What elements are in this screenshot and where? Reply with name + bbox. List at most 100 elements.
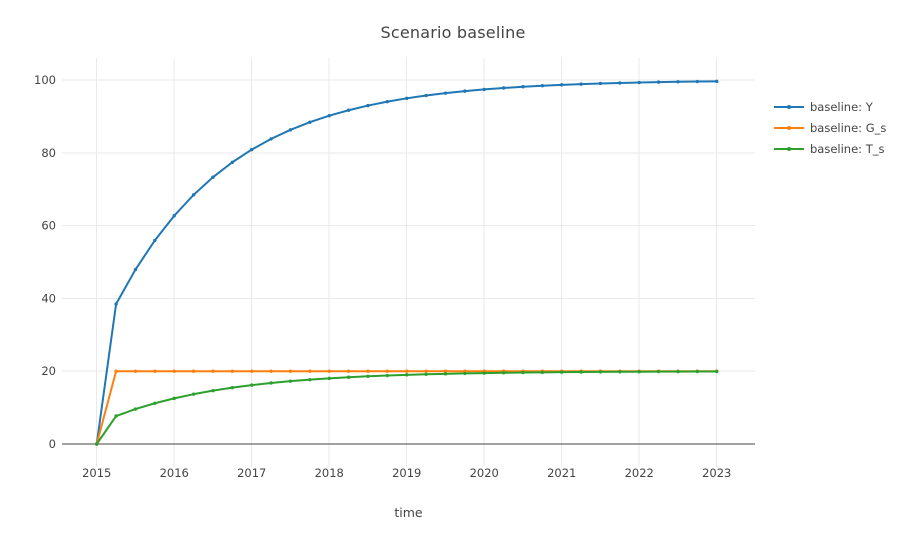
data-point-marker <box>308 377 312 382</box>
data-point-marker <box>695 79 700 84</box>
data-point-marker <box>385 99 390 104</box>
data-point-marker <box>308 120 312 124</box>
data-point-marker <box>211 388 215 393</box>
data-point-marker <box>172 214 176 218</box>
data-point-marker <box>424 93 428 98</box>
data-point-marker <box>521 85 525 89</box>
data-point-marker <box>269 137 273 141</box>
data-point-marker <box>288 369 293 373</box>
data-point-marker <box>133 267 138 272</box>
x-tick-label: 2016 <box>160 466 189 480</box>
data-point-marker <box>211 175 215 179</box>
x-tick-label: 2015 <box>82 466 111 480</box>
data-point-marker <box>191 369 196 373</box>
x-axis-title: time <box>394 505 423 520</box>
data-point-marker <box>598 81 603 86</box>
data-point-marker <box>191 392 196 396</box>
x-tick-label: 2020 <box>470 466 499 480</box>
x-tick-label: 2023 <box>702 466 731 480</box>
legend-label: baseline: T_s <box>810 141 885 156</box>
data-point-marker <box>385 369 390 373</box>
chart-title: Scenario baseline <box>380 23 526 42</box>
data-point-marker <box>153 238 157 243</box>
data-point-marker <box>501 86 506 90</box>
data-point-marker <box>579 370 583 374</box>
data-point-marker <box>560 370 564 374</box>
data-point-marker <box>637 80 641 85</box>
legend-line-sample-icon <box>774 146 804 151</box>
data-point-marker <box>463 89 467 93</box>
data-point-marker <box>114 414 118 418</box>
data-point-marker <box>153 401 157 405</box>
data-point-marker <box>346 108 351 112</box>
data-point-marker <box>656 80 661 84</box>
legend-item-baseline-y[interactable]: baseline: Y <box>773 96 886 117</box>
data-point-marker <box>501 371 506 375</box>
legend-item-baseline-g-s[interactable]: baseline: G_s <box>773 117 886 138</box>
data-point-marker <box>424 369 428 373</box>
data-point-marker <box>230 160 235 164</box>
data-point-marker <box>114 369 118 373</box>
data-point-marker <box>172 396 176 401</box>
data-point-marker <box>153 369 157 373</box>
data-point-marker <box>366 369 370 373</box>
data-point-marker <box>676 80 680 84</box>
data-point-marker <box>385 373 390 378</box>
data-point-marker <box>715 369 719 374</box>
data-point-marker <box>230 385 235 390</box>
data-point-marker <box>463 371 467 376</box>
data-point-marker <box>308 369 312 373</box>
y-tick-label: 0 <box>49 437 56 451</box>
data-point-marker <box>540 370 545 375</box>
data-point-marker <box>598 370 603 374</box>
legend-label: baseline: G_s <box>810 120 887 135</box>
data-point-marker <box>250 383 254 387</box>
legend: baseline: Y baseline: G_s baseline: T_s <box>773 96 886 159</box>
data-point-marker <box>172 369 176 373</box>
data-point-marker <box>250 147 254 152</box>
data-point-marker <box>366 103 370 108</box>
data-point-marker <box>676 369 680 374</box>
legend-line-sample-icon <box>774 125 804 130</box>
data-point-marker <box>482 371 486 375</box>
data-point-marker <box>579 82 583 86</box>
x-tick-label: 2022 <box>625 466 654 480</box>
data-point-marker <box>521 370 525 375</box>
data-point-marker <box>250 369 254 373</box>
data-point-marker <box>637 370 641 374</box>
data-point-marker <box>191 193 196 197</box>
data-point-marker <box>211 369 215 373</box>
data-point-marker <box>288 379 293 383</box>
y-tick-label: 100 <box>34 73 56 87</box>
data-point-marker <box>327 369 331 373</box>
data-point-marker <box>695 369 700 374</box>
data-point-marker <box>230 369 235 373</box>
data-point-marker <box>618 370 622 374</box>
data-point-marker <box>560 83 564 87</box>
data-point-marker <box>443 369 448 373</box>
data-point-marker <box>443 91 448 95</box>
legend-line-sample-icon <box>774 104 804 109</box>
data-point-marker <box>133 369 138 373</box>
data-point-marker <box>482 87 486 92</box>
x-tick-label: 2017 <box>237 466 266 480</box>
data-point-marker <box>346 369 351 373</box>
data-point-marker <box>269 381 273 385</box>
legend-item-baseline-t-s[interactable]: baseline: T_s <box>773 138 886 159</box>
data-point-marker <box>405 373 409 377</box>
data-point-marker <box>327 376 331 381</box>
data-point-marker <box>133 407 138 411</box>
x-tick-label: 2021 <box>547 466 576 480</box>
data-point-marker <box>95 442 99 446</box>
data-point-marker <box>269 369 273 373</box>
data-point-marker <box>114 302 118 306</box>
data-point-marker <box>656 369 661 374</box>
data-point-marker <box>540 84 545 88</box>
x-tick-label: 2018 <box>315 466 344 480</box>
data-point-marker <box>288 128 293 132</box>
data-point-marker <box>366 374 370 379</box>
y-tick-label: 20 <box>41 364 56 378</box>
data-point-marker <box>405 369 409 373</box>
y-tick-label: 80 <box>41 146 56 160</box>
